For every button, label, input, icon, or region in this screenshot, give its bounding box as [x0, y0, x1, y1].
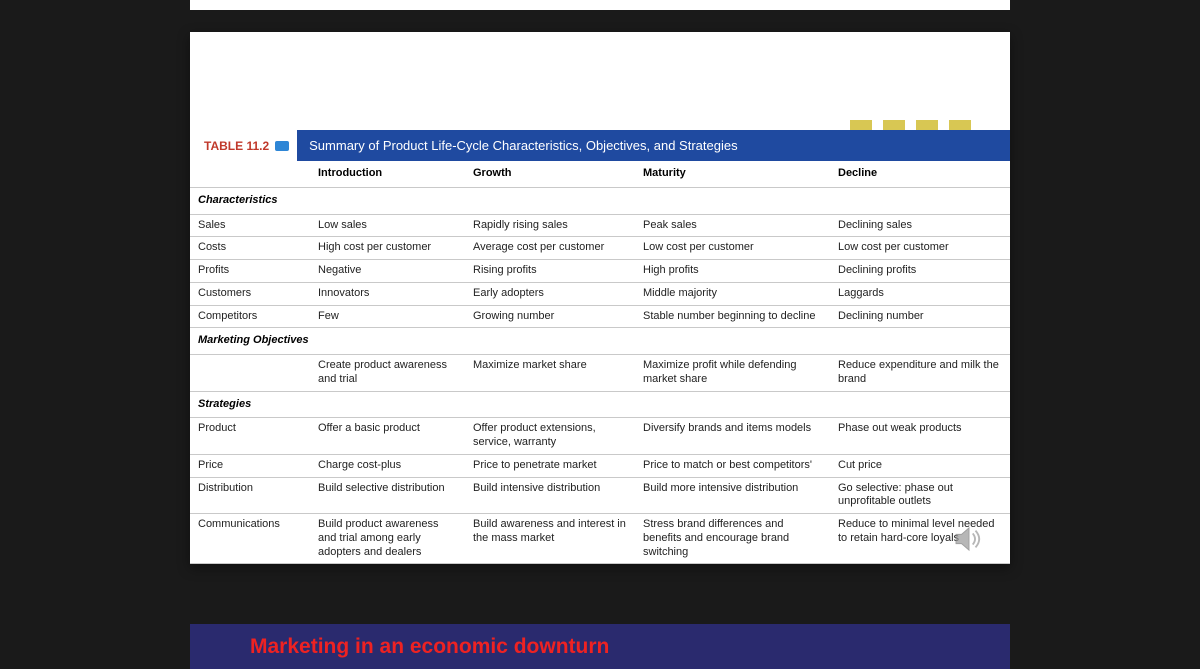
prev-slide-edge	[190, 0, 1010, 10]
cell: Build selective distribution	[310, 477, 465, 514]
cell: Peak sales	[635, 214, 830, 237]
cell: Cut price	[830, 454, 1010, 477]
column-header	[190, 161, 310, 187]
table-row: SalesLow salesRapidly rising salesPeak s…	[190, 214, 1010, 237]
cell: Laggards	[830, 282, 1010, 305]
cell: Phase out weak products	[830, 418, 1010, 455]
table-number: TABLE 11.2	[204, 139, 269, 153]
section-heading-row: Marketing Objectives	[190, 328, 1010, 355]
cell: Charge cost-plus	[310, 454, 465, 477]
cell: High profits	[635, 260, 830, 283]
cell: Rapidly rising sales	[465, 214, 635, 237]
cell: Maximize market share	[465, 355, 635, 392]
row-label: Distribution	[190, 477, 310, 514]
column-header: Maturity	[635, 161, 830, 187]
table-row: CommunicationsBuild product awareness an…	[190, 514, 1010, 564]
cell: Price to penetrate market	[465, 454, 635, 477]
slide-top-spacer	[190, 32, 1010, 130]
row-label: Sales	[190, 214, 310, 237]
cell: Low sales	[310, 214, 465, 237]
table-row: PriceCharge cost-plusPrice to penetrate …	[190, 454, 1010, 477]
table-number-label: TABLE 11.2	[190, 130, 297, 161]
cell: Stress brand differences and benefits an…	[635, 514, 830, 564]
cell: Maximize profit while defending market s…	[635, 355, 830, 392]
cell: Go selective: phase out unprofitable out…	[830, 477, 1010, 514]
row-label: Profits	[190, 260, 310, 283]
cell: Few	[310, 305, 465, 328]
cell: Negative	[310, 260, 465, 283]
table-header-row: IntroductionGrowthMaturityDecline	[190, 161, 1010, 187]
cell: Declining profits	[830, 260, 1010, 283]
column-header: Decline	[830, 161, 1010, 187]
speaker-icon[interactable]	[954, 526, 984, 552]
cell: Average cost per customer	[465, 237, 635, 260]
cell: Price to match or best competitors'	[635, 454, 830, 477]
row-label: Costs	[190, 237, 310, 260]
table-row: Create product awareness and trialMaximi…	[190, 355, 1010, 392]
cell: Build intensive distribution	[465, 477, 635, 514]
table-row: CompetitorsFewGrowing numberStable numbe…	[190, 305, 1010, 328]
cell: Rising profits	[465, 260, 635, 283]
table-row: ProductOffer a basic productOffer produc…	[190, 418, 1010, 455]
slide-main: TABLE 11.2 Summary of Product Life-Cycle…	[190, 32, 1010, 564]
cell: Diversify brands and items models	[635, 418, 830, 455]
row-label: Price	[190, 454, 310, 477]
cell: Build product awareness and trial among …	[310, 514, 465, 564]
column-header: Introduction	[310, 161, 465, 187]
cell: Declining sales	[830, 214, 1010, 237]
table-title: Summary of Product Life-Cycle Characteri…	[297, 130, 1010, 161]
next-slide-peek: Marketing in an economic downturn	[190, 624, 1010, 669]
table-row: CustomersInnovatorsEarly adoptersMiddle …	[190, 282, 1010, 305]
section-heading: Characteristics	[190, 187, 1010, 214]
cell: Middle majority	[635, 282, 830, 305]
table-row: CostsHigh cost per customerAverage cost …	[190, 237, 1010, 260]
section-heading-row: Strategies	[190, 391, 1010, 418]
section-heading-row: Characteristics	[190, 187, 1010, 214]
row-label: Communications	[190, 514, 310, 564]
cell: High cost per customer	[310, 237, 465, 260]
table-wrap: TABLE 11.2 Summary of Product Life-Cycle…	[190, 130, 1010, 564]
row-label: Product	[190, 418, 310, 455]
table-row: DistributionBuild selective distribution…	[190, 477, 1010, 514]
row-label	[190, 355, 310, 392]
cell: Stable number beginning to decline	[635, 305, 830, 328]
cell: Create product awareness and trial	[310, 355, 465, 392]
cell: Build awareness and interest in the mass…	[465, 514, 635, 564]
cell: Low cost per customer	[830, 237, 1010, 260]
cell: Build more intensive distribution	[635, 477, 830, 514]
cell: Innovators	[310, 282, 465, 305]
tag-icon	[275, 141, 289, 151]
plc-table: IntroductionGrowthMaturityDecline Charac…	[190, 161, 1010, 564]
section-heading: Strategies	[190, 391, 1010, 418]
table-title-bar: TABLE 11.2 Summary of Product Life-Cycle…	[190, 130, 1010, 161]
cell: Declining number	[830, 305, 1010, 328]
row-label: Customers	[190, 282, 310, 305]
cell: Offer a basic product	[310, 418, 465, 455]
section-heading: Marketing Objectives	[190, 328, 1010, 355]
cell: Growing number	[465, 305, 635, 328]
cell: Reduce expenditure and milk the brand	[830, 355, 1010, 392]
row-label: Competitors	[190, 305, 310, 328]
table-row: ProfitsNegativeRising profitsHigh profit…	[190, 260, 1010, 283]
next-slide-title: Marketing in an economic downturn	[250, 635, 609, 659]
cell: Early adopters	[465, 282, 635, 305]
cell: Low cost per customer	[635, 237, 830, 260]
column-header: Growth	[465, 161, 635, 187]
cell: Offer product extensions, service, warra…	[465, 418, 635, 455]
